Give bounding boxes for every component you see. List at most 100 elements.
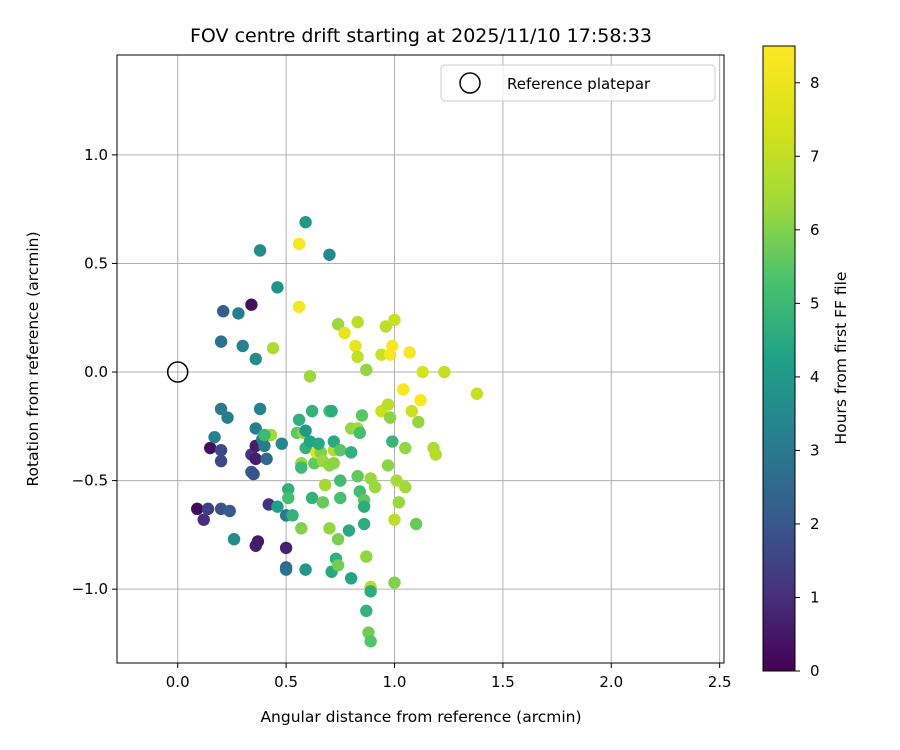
data-point	[215, 455, 227, 467]
data-point	[356, 409, 368, 421]
data-point	[215, 335, 227, 347]
data-point	[351, 351, 363, 363]
data-point	[232, 307, 244, 319]
data-point	[360, 605, 372, 617]
chart-figure: 0.0 0.5 1.0 1.5 2.0 2.5−1.0−0.50.00.51.0 FOV …	[0, 0, 900, 750]
data-point	[334, 474, 346, 486]
plot-background	[117, 55, 724, 663]
data-point	[388, 576, 400, 588]
data-point	[351, 316, 363, 328]
colorbar-tick-label: 3	[810, 441, 820, 459]
x-tick-label: 2.0	[599, 673, 623, 691]
x-tick-label: 0.0	[166, 673, 190, 691]
data-point	[386, 340, 398, 352]
data-point	[215, 444, 227, 456]
data-point	[386, 435, 398, 447]
y-tick-label: −0.5	[72, 472, 108, 490]
x-tick-label: 0.5	[274, 673, 298, 691]
data-point	[306, 492, 318, 504]
data-point	[382, 398, 394, 410]
data-point	[399, 442, 411, 454]
data-point	[198, 513, 210, 525]
data-point	[393, 496, 405, 508]
data-point	[252, 535, 264, 547]
data-point	[254, 403, 266, 415]
data-point	[360, 364, 372, 376]
data-point	[228, 533, 240, 545]
x-tick-label: 1.0	[383, 673, 407, 691]
data-point	[360, 550, 372, 562]
y-tick-label: 1.0	[84, 146, 108, 164]
colorbar-ticks: 0 1 2 3 4 5 6 7 8	[795, 74, 820, 680]
data-point	[280, 563, 292, 575]
colorbar-tick-label: 4	[810, 368, 820, 386]
data-point	[271, 281, 283, 293]
data-point	[258, 429, 270, 441]
data-point	[293, 301, 305, 313]
data-point	[403, 346, 415, 358]
data-point	[280, 542, 292, 554]
data-point	[354, 427, 366, 439]
colorbar-label: Hours from first FF file	[832, 272, 850, 445]
chart-title: FOV centre drift starting at 2025/11/10 …	[190, 25, 652, 47]
colorbar-tick-label: 2	[810, 515, 820, 533]
data-point	[282, 492, 294, 504]
data-point	[349, 340, 361, 352]
data-point	[388, 314, 400, 326]
data-point	[382, 459, 394, 471]
data-point	[369, 481, 381, 493]
x-axis-label: Angular distance from reference (arcmin)	[260, 708, 581, 726]
data-point	[471, 388, 483, 400]
data-point	[299, 563, 311, 575]
data-point	[276, 437, 288, 449]
data-point	[237, 340, 249, 352]
data-point	[410, 518, 422, 530]
data-point	[317, 496, 329, 508]
data-point	[245, 299, 257, 311]
data-point	[247, 468, 259, 480]
data-point	[286, 509, 298, 521]
data-point	[416, 366, 428, 378]
data-point	[299, 216, 311, 228]
data-point	[306, 405, 318, 417]
data-point	[304, 370, 316, 382]
data-point	[202, 503, 214, 515]
data-point	[312, 437, 324, 449]
data-point	[328, 457, 340, 469]
data-point	[334, 492, 346, 504]
data-point	[397, 383, 409, 395]
y-tick-label: 0.0	[84, 363, 108, 381]
data-point	[260, 453, 272, 465]
data-point	[217, 305, 229, 317]
data-point	[438, 366, 450, 378]
data-point	[204, 442, 216, 454]
data-point	[323, 522, 335, 534]
data-point	[267, 342, 279, 354]
data-point	[332, 559, 344, 571]
colorbar-tick-label: 8	[810, 74, 820, 92]
data-point	[384, 411, 396, 423]
data-point	[221, 411, 233, 423]
data-point	[224, 505, 236, 517]
data-point	[319, 479, 331, 491]
plot-area	[117, 55, 724, 663]
data-point	[338, 327, 350, 339]
data-point	[208, 431, 220, 443]
data-point	[388, 513, 400, 525]
legend: Reference platepar	[441, 65, 715, 101]
y-tick-label: 0.5	[84, 254, 108, 272]
y-axis-label: Rotation from reference (arcmin)	[24, 231, 42, 486]
colorbar-tick-label: 6	[810, 221, 820, 239]
data-point	[293, 238, 305, 250]
data-point	[299, 424, 311, 436]
colorbar-tick-label: 7	[810, 147, 820, 165]
colorbar-tick-label: 1	[810, 588, 820, 606]
data-point	[295, 522, 307, 534]
x-tick-label: 2.5	[708, 673, 732, 691]
data-point	[412, 416, 424, 428]
data-point	[250, 353, 262, 365]
data-point	[191, 503, 203, 515]
data-point	[358, 518, 370, 530]
legend-entry-reference: Reference platepar	[507, 75, 651, 93]
colorbar	[763, 46, 795, 671]
